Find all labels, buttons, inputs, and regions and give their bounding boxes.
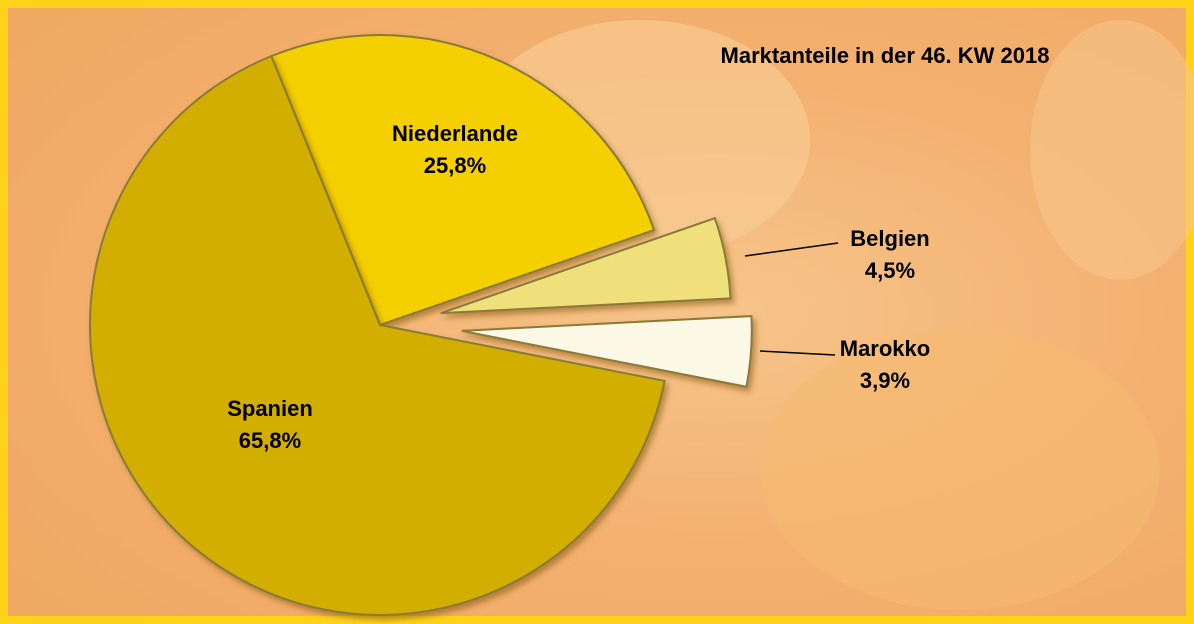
slice-label: Marokko <box>840 336 930 361</box>
slice-label: Niederlande <box>392 121 518 146</box>
pie-slice <box>270 34 656 327</box>
slice-label: Belgien <box>850 226 929 251</box>
pie-slice <box>440 216 732 315</box>
slice-value-label: 25,8% <box>424 153 486 178</box>
chart-title: Marktanteile in der 46. KW 2018 <box>721 43 1050 68</box>
slice-value-label: 4,5% <box>865 258 915 283</box>
decor <box>760 330 1160 610</box>
pie-slice <box>461 315 753 388</box>
pie-slice <box>89 54 666 616</box>
leader-line <box>744 242 839 257</box>
slice-value-label: 3,9% <box>860 368 910 393</box>
decor <box>1030 20 1194 280</box>
slice-value-label: 65,8% <box>239 428 301 453</box>
leader-line <box>759 350 836 356</box>
slice-label: Spanien <box>227 396 313 421</box>
